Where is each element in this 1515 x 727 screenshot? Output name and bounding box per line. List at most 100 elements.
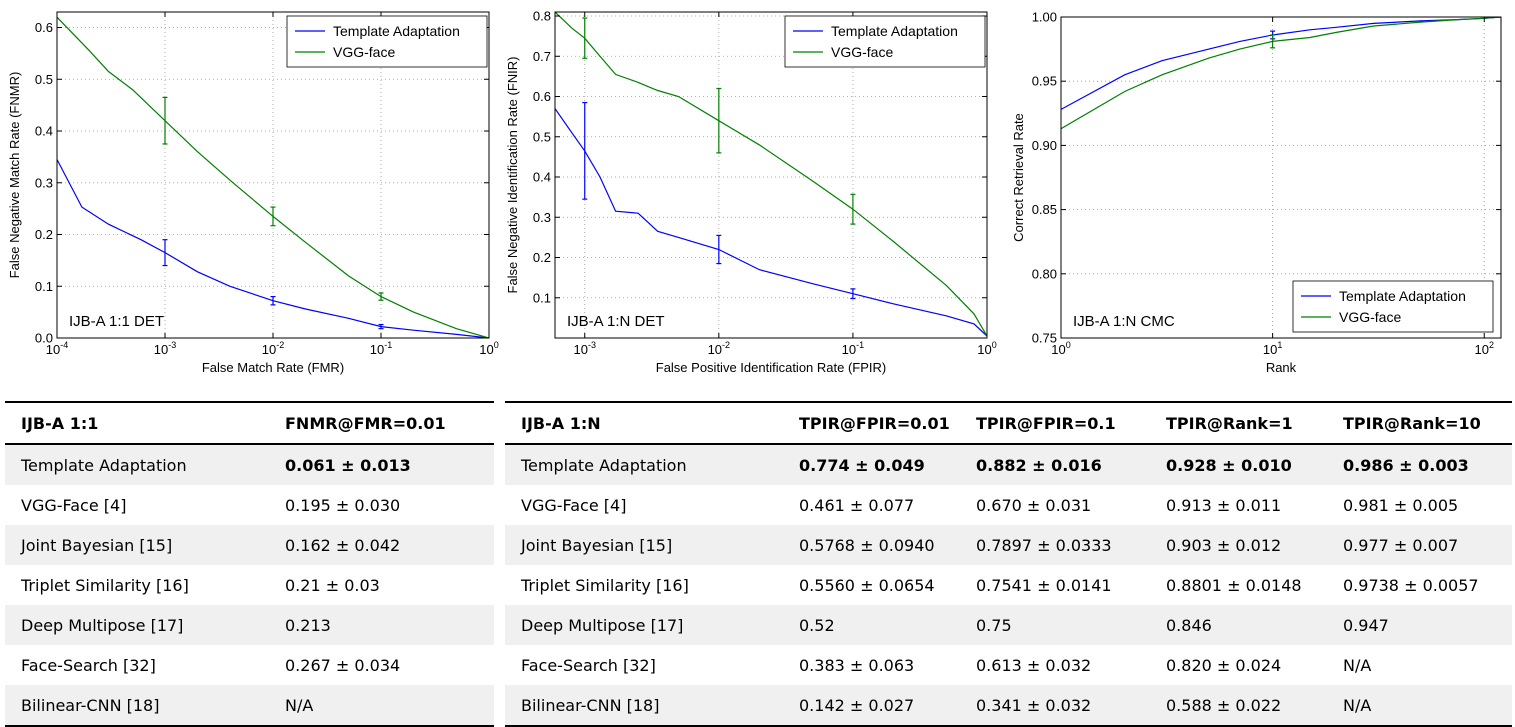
y-tick-label: 0.3 — [35, 175, 53, 190]
x-tick-label: 100 — [977, 340, 996, 357]
chart-panel-2: 10-3 10-2 10-1 100 0.1 0.2 0.3 0.4 0.5 0.6 0.7 0.8 F… — [505, 9, 997, 375]
value-cell: 0.977 ± 0.007 — [1327, 525, 1512, 565]
method-cell: Face-Search [32] — [21, 655, 156, 675]
table-row: Bilinear-CNN [18] 0.142 ± 0.027 0.341 ± … — [505, 685, 1512, 726]
value-cell: 0.195 ± 0.030 — [285, 495, 401, 515]
x-tick-label: 10-3 — [574, 340, 596, 357]
y-axis-label: False Negative Identification Rate (FNIR… — [505, 57, 520, 294]
method-cell: Triplet Similarity [16] — [21, 575, 189, 595]
value-cell: 0.986 ± 0.003 — [1327, 444, 1512, 485]
x-tick-label: 100 — [479, 340, 498, 357]
value-cell: 0.928 ± 0.010 — [1150, 444, 1327, 485]
value-cell: 0.670 ± 0.031 — [976, 495, 1092, 515]
value-cell: 0.820 ± 0.024 — [1166, 655, 1282, 675]
value-cell: 0.7541 ± 0.0141 — [976, 575, 1112, 595]
value-cell: 0.588 ± 0.022 — [1150, 685, 1327, 726]
legend-label: VGG-face — [831, 44, 893, 60]
header-cell: FNMR@FMR=0.01 — [285, 413, 446, 433]
legend-box — [1292, 280, 1494, 333]
value-cell: 0.461 ± 0.077 — [799, 495, 915, 515]
x-axis-label: False Match Rate (FMR) — [202, 360, 344, 375]
header-cell: TPIR@Rank=10 — [1343, 413, 1481, 433]
value-cell: 0.903 ± 0.012 — [1150, 525, 1327, 565]
legend-label: Template Adaptation — [333, 23, 460, 39]
series-line-2 — [57, 16, 489, 338]
y-tick-label: 0.0 — [35, 331, 53, 346]
table-ijba-1toN: IJB-A 1:N TPIR@FPIR=0.01 TPIR@FPIR=0.1 T… — [505, 401, 1512, 727]
y-tick-label: 0.6 — [533, 89, 551, 104]
y-tick-label: 0.5 — [35, 72, 53, 87]
method-cell: Bilinear-CNN [18] — [505, 685, 783, 726]
series-line-2 — [1061, 17, 1501, 130]
value-cell: 0.267 ± 0.034 — [285, 655, 401, 675]
table-header-row: IJB-A 1:N TPIR@FPIR=0.01 TPIR@FPIR=0.1 T… — [505, 402, 1512, 444]
table-row: Template Adaptation 0.774 ± 0.049 0.882 … — [505, 444, 1512, 485]
value-cell: 0.8801 ± 0.0148 — [1166, 575, 1302, 595]
series-line-2 — [555, 12, 987, 337]
legend-label: VGG-face — [333, 44, 395, 60]
y-tick-label: 1.00 — [1032, 10, 1057, 25]
method-cell: Template Adaptation — [5, 444, 269, 485]
y-tick-label: 0.2 — [533, 250, 551, 265]
method-cell: Deep Multipose [17] — [5, 605, 269, 645]
x-tick-label: 10-1 — [370, 340, 392, 357]
header-cell: TPIR@Rank=1 — [1166, 413, 1293, 433]
x-tick-label: 10-2 — [262, 340, 284, 357]
x-axis-label: False Positive Identification Rate (FPIR… — [656, 360, 886, 375]
legend: Template Adaptation VGG-face — [784, 15, 986, 68]
value-cell: 0.21 ± 0.03 — [285, 575, 380, 595]
table-row: Joint Bayesian [15] 0.5768 ± 0.0940 0.78… — [505, 525, 1512, 565]
y-tick-label: 0.95 — [1032, 74, 1057, 89]
header-cell: IJB-A 1:1 — [21, 413, 99, 433]
value-cell: 0.913 ± 0.011 — [1166, 495, 1282, 515]
table-ijba-1to1: IJB-A 1:1 FNMR@FMR=0.01 Template Adaptat… — [5, 401, 494, 727]
y-tick-label: 0.85 — [1032, 202, 1057, 217]
method-cell: Joint Bayesian [15] — [505, 525, 783, 565]
value-cell: 0.341 ± 0.032 — [960, 685, 1150, 726]
x-tick-label: 10-1 — [842, 340, 864, 357]
header-cell: IJB-A 1:N — [521, 413, 601, 433]
legend-box — [286, 15, 488, 68]
legend: Template Adaptation VGG-face — [1292, 280, 1494, 333]
x-tick-label: 10-2 — [708, 340, 730, 357]
panel-annotation: IJB-A 1:N CMC — [1073, 313, 1175, 330]
method-cell: Face-Search [32] — [521, 655, 656, 675]
y-tick-label: 0.4 — [35, 124, 53, 139]
header-cell: TPIR@FPIR=0.01 — [799, 413, 950, 433]
table-row: VGG-Face [4] 0.461 ± 0.077 0.670 ± 0.031… — [505, 485, 1512, 525]
plot-frame — [1060, 16, 1502, 339]
method-cell: Deep Multipose [17] — [505, 605, 783, 645]
value-cell: 0.613 ± 0.032 — [976, 655, 1092, 675]
x-tick-label: 10-4 — [46, 340, 68, 357]
table-row: Triplet Similarity [16] 0.21 ± 0.03 — [5, 565, 494, 605]
series-line-1 — [555, 108, 987, 337]
method-cell: VGG-Face [4] — [521, 495, 627, 515]
table-row: Joint Bayesian [15] 0.162 ± 0.042 — [5, 525, 494, 565]
series-line-1 — [57, 159, 489, 338]
chart-panel-1: 10-4 10-3 10-2 10-1 100 0.0 0.1 0.2 0.3 0.4 0.5 0.6… — [7, 11, 499, 375]
x-tick-label: 10-3 — [154, 340, 176, 357]
x-tick-label: 101 — [1263, 340, 1282, 357]
table-row: Template Adaptation 0.061 ± 0.013 — [5, 444, 494, 485]
y-tick-label: 0.7 — [533, 49, 551, 64]
value-cell: 0.5768 ± 0.0940 — [783, 525, 960, 565]
value-cell: N/A — [1327, 685, 1512, 726]
table-row: Bilinear-CNN [18] N/A — [5, 685, 494, 726]
x-axis-label: Rank — [1266, 360, 1297, 375]
y-axis-label: False Negative Match Rate (FNMR) — [7, 72, 22, 279]
value-cell: 0.7897 ± 0.0333 — [960, 525, 1150, 565]
method-cell: Bilinear-CNN [18] — [5, 685, 269, 726]
panel-annotation: IJB-A 1:1 DET — [69, 313, 164, 330]
value-cell: 0.774 ± 0.049 — [783, 444, 960, 485]
value-cell: 0.142 ± 0.027 — [783, 685, 960, 726]
legend-label: Template Adaptation — [831, 23, 958, 39]
table-row: Face-Search [32] 0.267 ± 0.034 — [5, 645, 494, 685]
table-header-row: IJB-A 1:1 FNMR@FMR=0.01 — [5, 402, 494, 444]
table-row: VGG-Face [4] 0.195 ± 0.030 — [5, 485, 494, 525]
value-cell: 0.9738 ± 0.0057 — [1343, 575, 1479, 595]
value-cell: 0.061 ± 0.013 — [269, 444, 494, 485]
value-cell: N/A — [1343, 655, 1372, 675]
table-row: Deep Multipose [17] 0.213 — [5, 605, 494, 645]
x-tick-label: 100 — [1051, 340, 1070, 357]
method-cell: VGG-Face [4] — [21, 495, 127, 515]
